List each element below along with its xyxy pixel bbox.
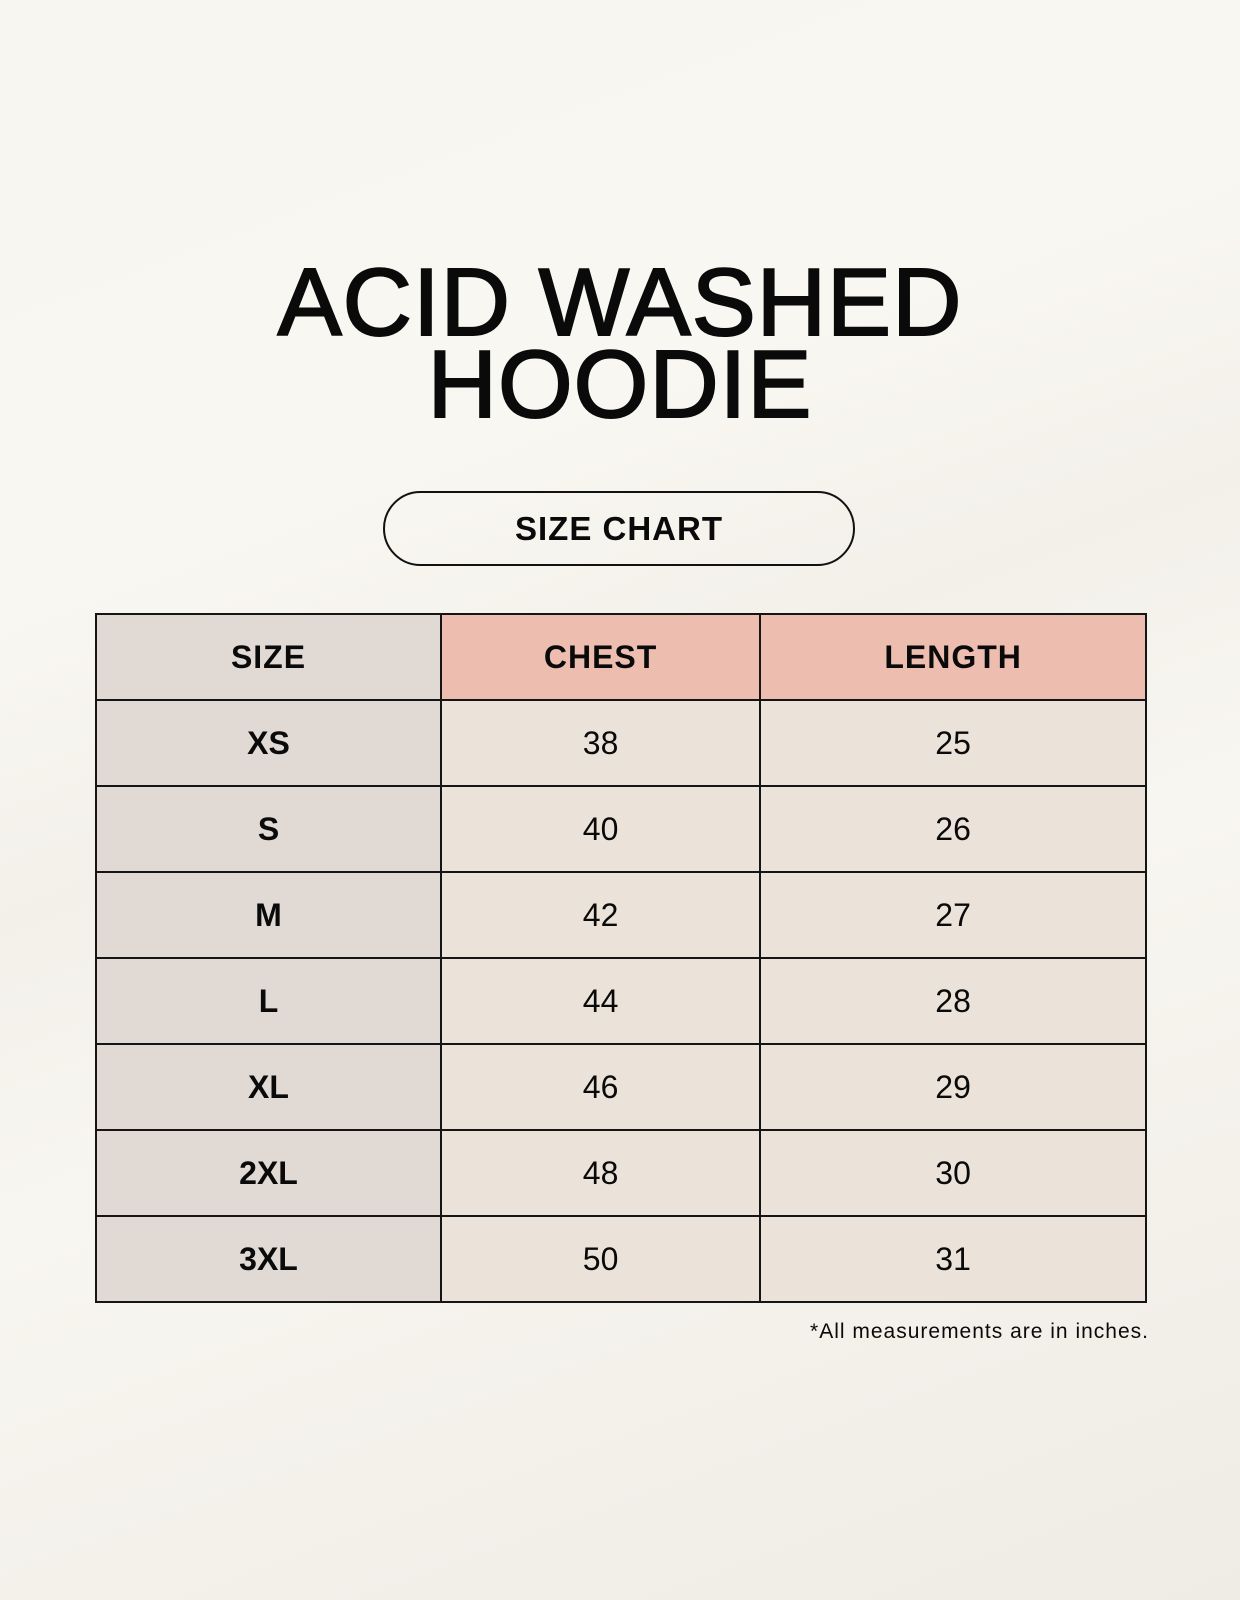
cell-chest: 40 [439, 785, 762, 873]
table-header-row: SIZE CHEST LENGTH [95, 613, 1147, 701]
table-row: L 44 28 [95, 957, 1147, 1045]
cell-length: 30 [759, 1129, 1147, 1217]
cell-size: XL [95, 1043, 442, 1131]
cell-chest: 50 [439, 1215, 762, 1303]
cell-length: 26 [759, 785, 1147, 873]
size-chart-label: SIZE CHART [383, 491, 855, 566]
header-length: LENGTH [759, 613, 1147, 701]
cell-size: M [95, 871, 442, 959]
header-size: SIZE [95, 613, 442, 701]
page-title: ACID WASHED HOODIE [0, 249, 1240, 438]
cell-size: 2XL [95, 1129, 442, 1217]
cell-length: 25 [759, 699, 1147, 787]
cell-size: S [95, 785, 442, 873]
cell-length: 31 [759, 1215, 1147, 1303]
cell-size: L [95, 957, 442, 1045]
table-row: XS 38 25 [95, 699, 1147, 787]
title-line-1: ACID WASHED [277, 249, 963, 356]
footnote: *All measurements are in inches. [810, 1320, 1149, 1343]
cell-chest: 38 [439, 699, 762, 787]
table-row: 3XL 50 31 [95, 1215, 1147, 1303]
title-line-2: HOODIE [427, 331, 813, 438]
table-row: 2XL 48 30 [95, 1129, 1147, 1217]
cell-chest: 46 [439, 1043, 762, 1131]
header-chest: CHEST [439, 613, 762, 701]
cell-size: 3XL [95, 1215, 442, 1303]
cell-chest: 44 [439, 957, 762, 1045]
table-row: M 42 27 [95, 871, 1147, 959]
cell-length: 28 [759, 957, 1147, 1045]
table-row: XL 46 29 [95, 1043, 1147, 1131]
cell-chest: 42 [439, 871, 762, 959]
cell-chest: 48 [439, 1129, 762, 1217]
table-row: S 40 26 [95, 785, 1147, 873]
cell-length: 29 [759, 1043, 1147, 1131]
cell-length: 27 [759, 871, 1147, 959]
size-table: SIZE CHEST LENGTH XS 38 25 S 40 26 M 42 27 L 44 28 X… [95, 613, 1147, 1303]
cell-size: XS [95, 699, 442, 787]
